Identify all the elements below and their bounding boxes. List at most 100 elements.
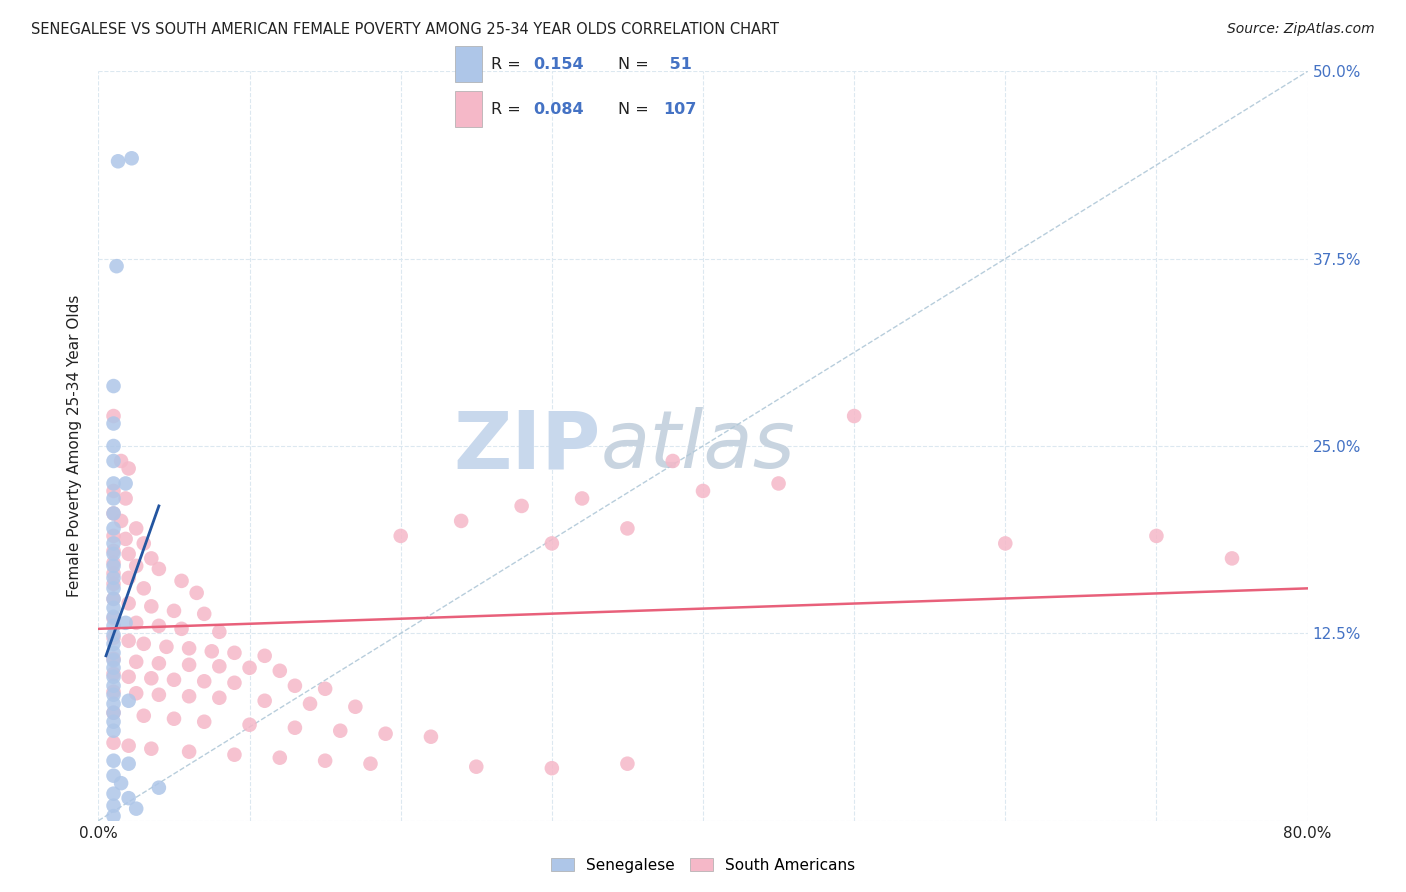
Point <box>155 640 177 654</box>
Point <box>141 671 163 685</box>
Point <box>1220 551 1243 566</box>
Point <box>103 507 125 521</box>
Text: R =: R = <box>491 102 526 117</box>
Point <box>193 714 215 729</box>
Point <box>389 529 412 543</box>
Point <box>103 653 125 667</box>
Point <box>148 780 170 795</box>
Y-axis label: Female Poverty Among 25-34 Year Olds: Female Poverty Among 25-34 Year Olds <box>67 295 83 597</box>
Point <box>103 706 125 720</box>
Point <box>118 461 141 475</box>
Point <box>148 688 170 702</box>
Point <box>179 745 201 759</box>
Point <box>103 529 125 543</box>
Point <box>118 694 141 708</box>
Point <box>103 714 125 729</box>
Point <box>661 454 683 468</box>
Point <box>103 600 125 615</box>
Point <box>170 574 193 588</box>
FancyBboxPatch shape <box>456 46 482 82</box>
Point <box>103 809 125 823</box>
Text: N =: N = <box>619 102 654 117</box>
Point <box>103 723 125 738</box>
Legend: Senegalese, South Americans: Senegalese, South Americans <box>543 850 863 880</box>
Point <box>103 688 125 702</box>
Point <box>193 674 215 689</box>
Point <box>224 646 246 660</box>
Point <box>540 761 562 775</box>
Point <box>465 760 488 774</box>
FancyBboxPatch shape <box>456 92 482 127</box>
Point <box>994 536 1017 550</box>
Point <box>103 591 125 606</box>
Point <box>114 615 136 630</box>
Point <box>253 648 276 663</box>
Point <box>125 615 148 630</box>
Point <box>121 151 143 165</box>
Point <box>107 154 129 169</box>
Point <box>118 670 141 684</box>
Text: atlas: atlas <box>600 407 794 485</box>
Point <box>163 604 186 618</box>
Point <box>103 652 125 666</box>
Point <box>103 610 125 624</box>
Point <box>540 536 562 550</box>
Text: 107: 107 <box>664 102 697 117</box>
Point <box>186 586 208 600</box>
Point <box>239 661 262 675</box>
Point <box>114 476 136 491</box>
Point <box>571 491 593 506</box>
Point <box>179 690 201 704</box>
Point <box>125 558 148 573</box>
Point <box>103 754 125 768</box>
Text: 51: 51 <box>664 57 692 71</box>
Point <box>125 521 148 535</box>
Point <box>224 747 246 762</box>
Point <box>103 611 125 625</box>
Point <box>110 776 132 790</box>
Point <box>118 571 141 585</box>
Point <box>103 571 125 585</box>
Point <box>103 697 125 711</box>
Point <box>329 723 352 738</box>
Point <box>179 641 201 656</box>
Text: ZIP: ZIP <box>453 407 600 485</box>
Point <box>360 756 382 771</box>
Point <box>239 717 262 731</box>
Point <box>616 521 638 535</box>
Point <box>125 802 148 816</box>
Point <box>125 686 148 700</box>
Point <box>103 637 125 651</box>
Point <box>269 750 291 764</box>
Point <box>148 562 170 576</box>
Point <box>103 476 125 491</box>
Point <box>103 646 125 660</box>
Point <box>344 699 367 714</box>
Point <box>208 624 231 639</box>
Point <box>450 514 472 528</box>
Point <box>269 664 291 678</box>
Point <box>208 690 231 705</box>
Point <box>103 409 125 423</box>
Point <box>170 622 193 636</box>
Point <box>118 596 141 610</box>
Text: Source: ZipAtlas.com: Source: ZipAtlas.com <box>1227 22 1375 37</box>
Point <box>1144 529 1167 543</box>
Point <box>141 551 163 566</box>
Point <box>103 736 125 750</box>
Point <box>208 659 231 673</box>
Point <box>103 582 125 596</box>
Point <box>132 536 155 550</box>
Point <box>103 685 125 699</box>
Point <box>163 673 186 687</box>
Point <box>103 628 125 642</box>
Point <box>224 675 246 690</box>
Point <box>103 439 125 453</box>
Point <box>103 379 125 393</box>
Point <box>141 599 163 614</box>
Text: SENEGALESE VS SOUTH AMERICAN FEMALE POVERTY AMONG 25-34 YEAR OLDS CORRELATION CH: SENEGALESE VS SOUTH AMERICAN FEMALE POVE… <box>31 22 779 37</box>
Text: R =: R = <box>491 57 526 71</box>
Point <box>103 787 125 801</box>
Point <box>844 409 866 423</box>
Point <box>103 661 125 675</box>
